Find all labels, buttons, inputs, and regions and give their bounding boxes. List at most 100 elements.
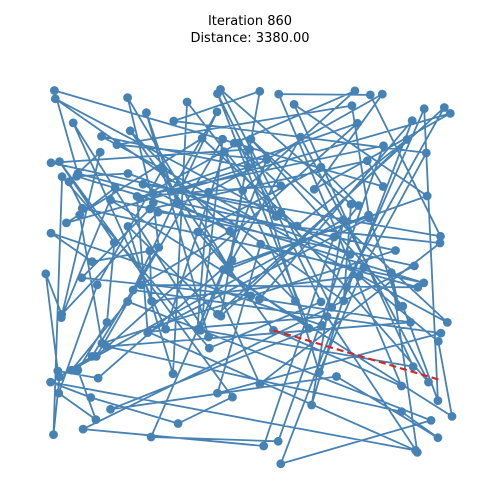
city-point	[316, 162, 326, 172]
city-point	[289, 100, 299, 109]
city-point	[397, 407, 406, 417]
city-point	[169, 116, 179, 126]
city-point	[95, 147, 105, 157]
city-point	[204, 187, 213, 197]
city-point	[41, 269, 51, 279]
city-point	[433, 396, 443, 405]
city-point	[136, 280, 146, 290]
city-point	[445, 109, 455, 118]
city-point	[147, 296, 157, 306]
city-point	[91, 415, 101, 424]
city-point	[158, 164, 168, 174]
city-point	[166, 186, 176, 196]
swap-segment-layer	[273, 329, 441, 382]
city-point	[56, 313, 66, 323]
city-point	[125, 126, 135, 136]
city-point	[245, 145, 255, 154]
city-point	[46, 377, 55, 387]
city-point	[386, 268, 396, 277]
city-point	[342, 282, 352, 292]
city-point	[213, 388, 222, 398]
city-point	[391, 246, 400, 255]
city-point	[225, 264, 234, 274]
city-point	[146, 432, 156, 442]
city-point	[426, 416, 436, 425]
city-point	[67, 365, 76, 375]
city-point	[243, 162, 253, 172]
city-point	[50, 86, 59, 95]
city-point	[49, 430, 58, 439]
city-point	[143, 327, 153, 337]
city-point	[424, 377, 433, 387]
city-point	[338, 215, 348, 225]
city-point	[411, 446, 420, 455]
city-point	[296, 132, 305, 142]
city-point	[276, 181, 286, 191]
city-point	[332, 372, 341, 381]
city-point	[106, 195, 115, 205]
city-point	[123, 222, 133, 231]
city-point	[55, 157, 64, 167]
city-point	[339, 296, 349, 306]
city-point	[153, 207, 163, 217]
city-point	[102, 318, 112, 327]
city-point	[347, 101, 357, 110]
city-point	[436, 328, 446, 338]
city-point	[309, 184, 319, 194]
city-point	[292, 221, 302, 231]
city-point	[327, 303, 337, 312]
city-point	[148, 189, 158, 199]
city-point	[291, 296, 300, 306]
city-point	[255, 294, 264, 304]
city-point	[413, 282, 423, 292]
city-point	[138, 179, 148, 189]
city-point	[419, 104, 429, 114]
city-point	[213, 89, 222, 99]
city-point	[406, 318, 415, 327]
city-point	[276, 459, 286, 469]
city-point	[353, 118, 362, 128]
city-point	[317, 320, 327, 330]
city-point	[408, 362, 418, 371]
city-point	[68, 118, 78, 128]
city-point	[55, 372, 64, 382]
city-point	[172, 197, 182, 207]
city-point	[87, 257, 97, 266]
city-point	[433, 337, 443, 346]
route-line	[44, 88, 453, 465]
city-point	[246, 291, 256, 301]
city-point	[213, 309, 222, 319]
city-point	[354, 271, 364, 281]
city-point	[410, 261, 419, 271]
city-point	[73, 365, 83, 375]
city-point	[154, 243, 164, 252]
city-point	[397, 381, 406, 391]
city-point	[246, 134, 256, 144]
city-point	[106, 404, 115, 414]
city-point	[182, 97, 192, 107]
city-point	[439, 103, 449, 112]
city-point	[64, 177, 74, 187]
city-point	[62, 218, 71, 228]
city-point	[77, 273, 87, 283]
city-point	[128, 285, 138, 295]
city-point	[225, 226, 235, 236]
city-point	[78, 424, 88, 434]
city-point	[238, 186, 248, 195]
city-point	[218, 134, 228, 144]
city-point	[219, 147, 229, 157]
city-point	[148, 198, 158, 208]
city-point	[345, 250, 355, 259]
city-point	[394, 302, 404, 311]
city-point	[135, 194, 145, 203]
city-point	[196, 325, 206, 335]
city-point	[204, 343, 214, 353]
route-path-layer	[44, 88, 453, 465]
city-point	[271, 212, 281, 221]
swap-edge-line	[273, 329, 441, 382]
city-point	[307, 400, 316, 410]
city-point	[46, 228, 56, 238]
city-point	[304, 323, 314, 333]
city-point	[314, 367, 324, 377]
